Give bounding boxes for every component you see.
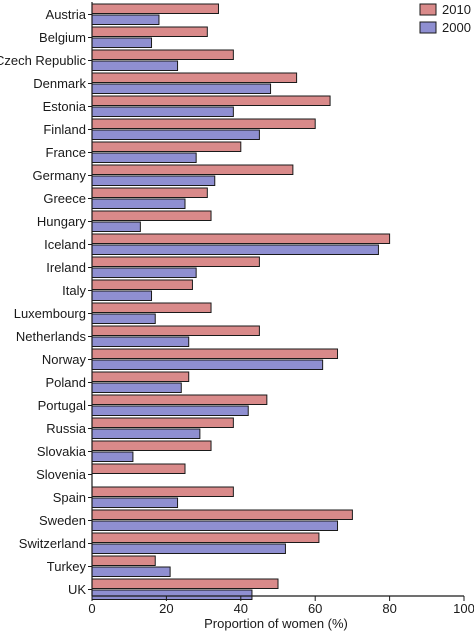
x-tick-label: 100 [453,601,474,616]
bar-2000 [91,520,339,531]
category-label: Sweden [39,513,86,528]
bar-2010 [91,394,268,405]
legend-swatch-2000 [419,21,437,34]
bar-2000 [91,152,197,163]
category-label: Hungary [37,214,87,229]
bar-2010 [91,26,208,37]
x-tick-label: 80 [382,601,396,616]
bar-2010 [91,49,234,60]
category-label: Russia [46,421,87,436]
bar-2000 [91,83,272,94]
bar-2010 [91,555,156,566]
bar-2000 [91,405,249,416]
bar-2010 [91,509,353,520]
bar-2000 [91,336,190,347]
bar-2000 [91,451,134,462]
category-label: UK [68,582,86,597]
category-label: Iceland [44,237,86,252]
bar-2000 [91,382,182,393]
category-label: Denmark [33,76,86,91]
category-label: Finland [43,122,86,137]
category-label: Slovenia [36,467,87,482]
bar-2000 [91,106,234,117]
bars-layer [91,3,391,600]
bar-2010 [91,578,279,589]
bar-2010 [91,95,331,106]
legend: 2010 2000 [419,2,471,35]
bar-2000 [91,175,216,186]
category-label: Turkey [47,559,87,574]
bar-2010 [91,118,316,129]
bar-2000 [91,589,253,600]
bar-2010 [91,164,294,175]
bar-2000 [91,497,179,508]
category-labels: Austria Belgium Czech Republic Denmark Eston… [0,7,87,597]
legend-label-2000: 2000 [442,20,471,35]
bar-2000 [91,428,201,439]
category-label: Greece [43,191,86,206]
bar-2000 [91,543,286,554]
category-label: Belgium [39,30,86,45]
bar-2000 [91,14,160,25]
legend-swatch-2010 [419,3,437,16]
x-tick-label: 20 [159,601,173,616]
x-tick-label: 0 [88,601,95,616]
bar-2000 [91,313,156,324]
category-label: Austria [46,7,87,22]
bar-2010 [91,348,339,359]
category-label: Poland [46,375,86,390]
category-label: Netherlands [16,329,87,344]
bar-2010 [91,72,298,83]
bar-2010 [91,187,208,198]
bar-2010 [91,302,212,313]
category-label: Norway [42,352,87,367]
bar-2010 [91,325,260,336]
bar-2010 [91,486,234,497]
category-label: Estonia [43,99,87,114]
bar-2000 [91,60,179,71]
bar-2000 [91,244,379,255]
bar-2010 [91,233,391,244]
bar-2010 [91,3,219,14]
bar-2000 [91,198,186,209]
bar-2010 [91,440,212,451]
x-tick-label: 40 [234,601,248,616]
legend-label-2010: 2010 [442,2,471,17]
bar-2000 [91,129,260,140]
bar-2010 [91,532,320,543]
category-label: Ireland [46,260,86,275]
bar-2010 [91,371,190,382]
category-label: Spain [53,490,86,505]
category-label: Czech Republic [0,53,86,68]
category-label: Luxembourg [14,306,86,321]
category-label: France [46,145,86,160]
bar-2010 [91,417,234,428]
category-label: Portugal [38,398,87,413]
bar-2000 [91,221,141,232]
x-tick-label: 60 [308,601,322,616]
category-label: Switzerland [19,536,86,551]
category-label: Germany [33,168,87,183]
bar-2010 [91,141,242,152]
x-axis-title: Proportion of women (%) [204,616,348,631]
bar-2000 [91,566,171,577]
bar-2010 [91,210,212,221]
category-label: Italy [62,283,86,298]
bar-2010 [91,279,193,290]
bar-2000 [91,37,153,48]
bar-2000 [91,267,197,278]
bar-2010 [91,463,186,474]
bar-2000 [91,290,153,301]
x-axis: 0 20 40 60 80 100 [88,2,474,616]
bar-2000 [91,359,324,370]
bar-2010 [91,256,260,267]
category-label: Slovakia [37,444,87,459]
